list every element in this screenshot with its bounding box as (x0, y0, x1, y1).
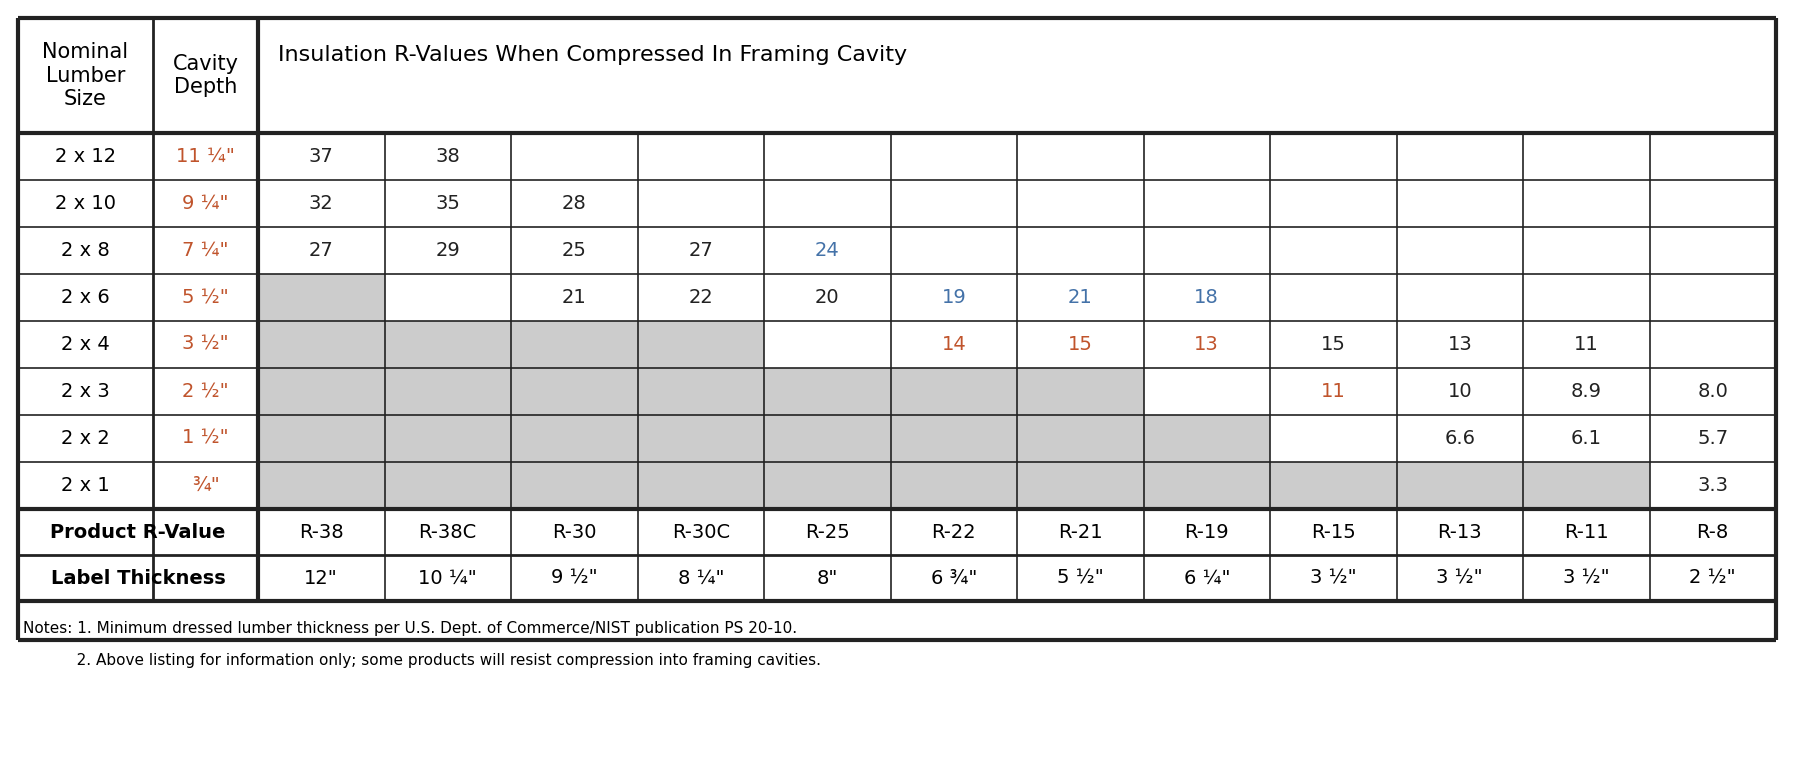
Text: 2 x 3: 2 x 3 (61, 382, 109, 401)
Text: 27: 27 (309, 241, 334, 260)
Text: R-38C: R-38C (418, 522, 477, 542)
Text: R-13: R-13 (1437, 522, 1482, 542)
Text: 24: 24 (814, 241, 840, 260)
Text: R-19: R-19 (1184, 522, 1229, 542)
Text: Insulation R-Values When Compressed In Framing Cavity: Insulation R-Values When Compressed In F… (278, 45, 908, 65)
Text: 11: 11 (1320, 382, 1346, 401)
Text: 6.6: 6.6 (1444, 429, 1475, 448)
Bar (258, 368, 1143, 415)
Text: R-21: R-21 (1058, 522, 1103, 542)
Text: 19: 19 (942, 288, 967, 307)
Text: 3.3: 3.3 (1697, 476, 1728, 495)
Text: 15: 15 (1067, 335, 1093, 354)
Text: 35: 35 (436, 194, 461, 213)
Text: R-30C: R-30C (671, 522, 730, 542)
Text: 3 ½": 3 ½" (1310, 568, 1356, 587)
Text: 2 x 12: 2 x 12 (56, 147, 117, 166)
Text: 8": 8" (816, 568, 838, 587)
Text: R-38: R-38 (300, 522, 344, 542)
Text: 10: 10 (1448, 382, 1473, 401)
Text: 32: 32 (309, 194, 334, 213)
Text: 1 ½": 1 ½" (183, 429, 230, 448)
Bar (258, 415, 1270, 462)
Text: 14: 14 (942, 335, 967, 354)
Text: 2 x 6: 2 x 6 (61, 288, 109, 307)
Text: R-25: R-25 (806, 522, 850, 542)
Bar (258, 462, 1649, 509)
Text: 3 ½": 3 ½" (1563, 568, 1609, 587)
Text: 2 x 2: 2 x 2 (61, 429, 109, 448)
Text: Nominal
Lumber
Size: Nominal Lumber Size (43, 43, 129, 108)
Text: R-8: R-8 (1697, 522, 1729, 542)
Text: 2 x 8: 2 x 8 (61, 241, 109, 260)
Text: 2 x 10: 2 x 10 (56, 194, 117, 213)
Text: 2. Above listing for information only; some products will resist compression int: 2. Above listing for information only; s… (23, 653, 822, 669)
Text: 2 x 4: 2 x 4 (61, 335, 109, 354)
Text: 28: 28 (562, 194, 587, 213)
Text: 10 ¼": 10 ¼" (418, 568, 477, 587)
Text: 38: 38 (436, 147, 459, 166)
Text: 9 ¼": 9 ¼" (183, 194, 230, 213)
Text: R-30: R-30 (553, 522, 596, 542)
Text: 27: 27 (689, 241, 714, 260)
Text: 15: 15 (1320, 335, 1346, 354)
Text: Cavity
Depth: Cavity Depth (172, 54, 239, 97)
Text: 21: 21 (1067, 288, 1093, 307)
Text: 2 ½": 2 ½" (183, 382, 230, 401)
Text: R-15: R-15 (1311, 522, 1356, 542)
Text: 7 ¼": 7 ¼" (183, 241, 230, 260)
Text: 11 ¼": 11 ¼" (176, 147, 235, 166)
Text: 5 ½": 5 ½" (1057, 568, 1103, 587)
Text: 8.9: 8.9 (1572, 382, 1602, 401)
Text: 5.7: 5.7 (1697, 429, 1728, 448)
Text: 8.0: 8.0 (1697, 382, 1728, 401)
Text: 37: 37 (309, 147, 334, 166)
Text: 21: 21 (562, 288, 587, 307)
Text: 11: 11 (1573, 335, 1598, 354)
Text: Product R-Value: Product R-Value (50, 522, 226, 542)
Bar (258, 321, 764, 368)
Text: R-11: R-11 (1564, 522, 1609, 542)
Text: 13: 13 (1448, 335, 1473, 354)
Text: 2 x 1: 2 x 1 (61, 476, 109, 495)
Text: 6.1: 6.1 (1572, 429, 1602, 448)
Bar (258, 274, 384, 321)
Text: 20: 20 (814, 288, 840, 307)
Text: 13: 13 (1195, 335, 1220, 354)
Text: 8 ¼": 8 ¼" (678, 568, 725, 587)
Text: ¾": ¾" (192, 476, 219, 495)
Text: 22: 22 (689, 288, 714, 307)
Text: 12": 12" (305, 568, 337, 587)
Text: 25: 25 (562, 241, 587, 260)
Text: R-22: R-22 (931, 522, 976, 542)
Text: Notes: 1. Minimum dressed lumber thickness per U.S. Dept. of Commerce/NIST publi: Notes: 1. Minimum dressed lumber thickne… (23, 622, 797, 636)
Text: 3 ½": 3 ½" (183, 335, 230, 354)
Text: Label Thickness: Label Thickness (50, 568, 226, 587)
Text: 9 ½": 9 ½" (551, 568, 597, 587)
Text: 3 ½": 3 ½" (1437, 568, 1484, 587)
Text: 18: 18 (1195, 288, 1220, 307)
Text: 5 ½": 5 ½" (183, 288, 230, 307)
Text: 2 ½": 2 ½" (1690, 568, 1737, 587)
Text: 6 ¼": 6 ¼" (1184, 568, 1231, 587)
Text: 29: 29 (436, 241, 459, 260)
Text: 6 ¾": 6 ¾" (931, 568, 978, 587)
